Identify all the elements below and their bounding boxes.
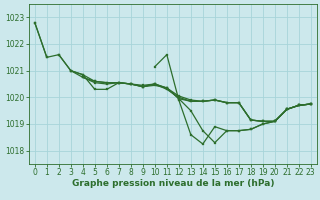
X-axis label: Graphe pression niveau de la mer (hPa): Graphe pression niveau de la mer (hPa) [72, 179, 274, 188]
